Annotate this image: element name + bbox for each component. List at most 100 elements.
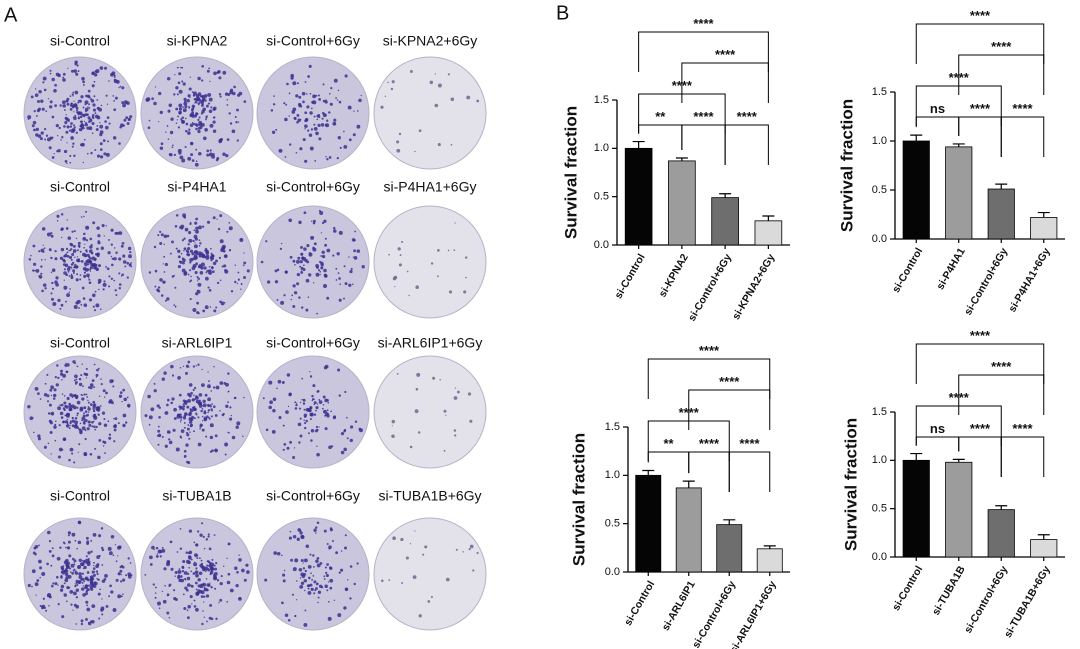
colony (122, 423, 126, 428)
colony (228, 112, 231, 115)
colony (42, 81, 45, 84)
colony (48, 604, 50, 607)
colony (330, 410, 333, 413)
colony (63, 125, 66, 128)
colony (104, 120, 107, 123)
colony (183, 401, 187, 405)
x-tick-label: si-Control+6Gy (690, 579, 738, 649)
colony (72, 142, 75, 145)
colony (325, 155, 327, 158)
colony (476, 551, 479, 555)
colony (56, 364, 59, 367)
colony (205, 117, 208, 119)
colony (196, 311, 200, 315)
colony (292, 534, 297, 539)
colony (68, 458, 71, 462)
colony (57, 455, 61, 459)
colony (315, 272, 320, 277)
colony (128, 254, 132, 259)
colony (173, 304, 176, 306)
colony (161, 435, 164, 439)
colony (339, 146, 342, 149)
dish (256, 517, 370, 631)
colony (166, 403, 169, 407)
colony (38, 544, 40, 547)
colony (205, 435, 208, 438)
colony (92, 400, 96, 404)
colony (123, 397, 127, 402)
colony (149, 555, 153, 560)
colony (305, 544, 310, 549)
colony (37, 437, 41, 441)
colony (197, 282, 202, 287)
colony (323, 274, 328, 278)
colony (166, 76, 171, 81)
colony (191, 603, 193, 605)
colony (65, 99, 69, 103)
colony (298, 220, 302, 225)
error-bar (632, 140, 645, 149)
colony (455, 548, 458, 551)
colony (296, 82, 299, 85)
colony (205, 570, 208, 572)
colony (161, 548, 166, 553)
colony (306, 105, 310, 109)
colony (104, 452, 106, 455)
dish (256, 355, 370, 469)
colony (227, 431, 229, 434)
colony (193, 386, 197, 390)
colony (161, 377, 165, 381)
colony (74, 383, 77, 385)
colony (304, 159, 308, 163)
colony (100, 378, 102, 380)
colony (354, 230, 356, 233)
colony (178, 72, 182, 76)
colony (176, 66, 179, 69)
colony (287, 405, 290, 408)
colony (325, 571, 328, 575)
colony (303, 413, 308, 418)
colony (186, 427, 190, 431)
colony (99, 308, 102, 310)
colony (213, 71, 217, 76)
significance-label: **** (693, 109, 714, 124)
colony (216, 157, 220, 160)
colony (73, 154, 76, 158)
colony (213, 309, 217, 313)
colony (321, 221, 325, 225)
colony (148, 119, 151, 122)
colony (327, 412, 329, 415)
colony (69, 571, 72, 573)
colony (199, 563, 204, 568)
colony (117, 422, 120, 425)
x-tick-label: si-Control (890, 246, 925, 295)
colony (182, 559, 186, 564)
colony (307, 129, 310, 132)
colony (202, 309, 206, 313)
colony (88, 423, 92, 427)
colony (51, 268, 56, 272)
colony (297, 256, 301, 260)
colony (87, 399, 89, 402)
colony (60, 576, 63, 579)
colony (110, 401, 114, 405)
colony (352, 283, 354, 286)
colony (197, 277, 200, 281)
colony (128, 263, 132, 267)
colony (315, 425, 319, 429)
colony (205, 594, 210, 598)
colony (194, 271, 198, 275)
error-bar (910, 134, 923, 141)
bar (711, 197, 739, 246)
colony (102, 389, 106, 393)
colony (98, 439, 102, 442)
colony (201, 79, 204, 82)
colony (318, 137, 322, 141)
colony (87, 386, 91, 389)
colony (113, 279, 116, 282)
y-axis-label: Survival fraction (837, 99, 856, 232)
colony (208, 269, 212, 273)
colony (34, 88, 37, 90)
colony (200, 262, 205, 267)
colony (69, 154, 72, 157)
